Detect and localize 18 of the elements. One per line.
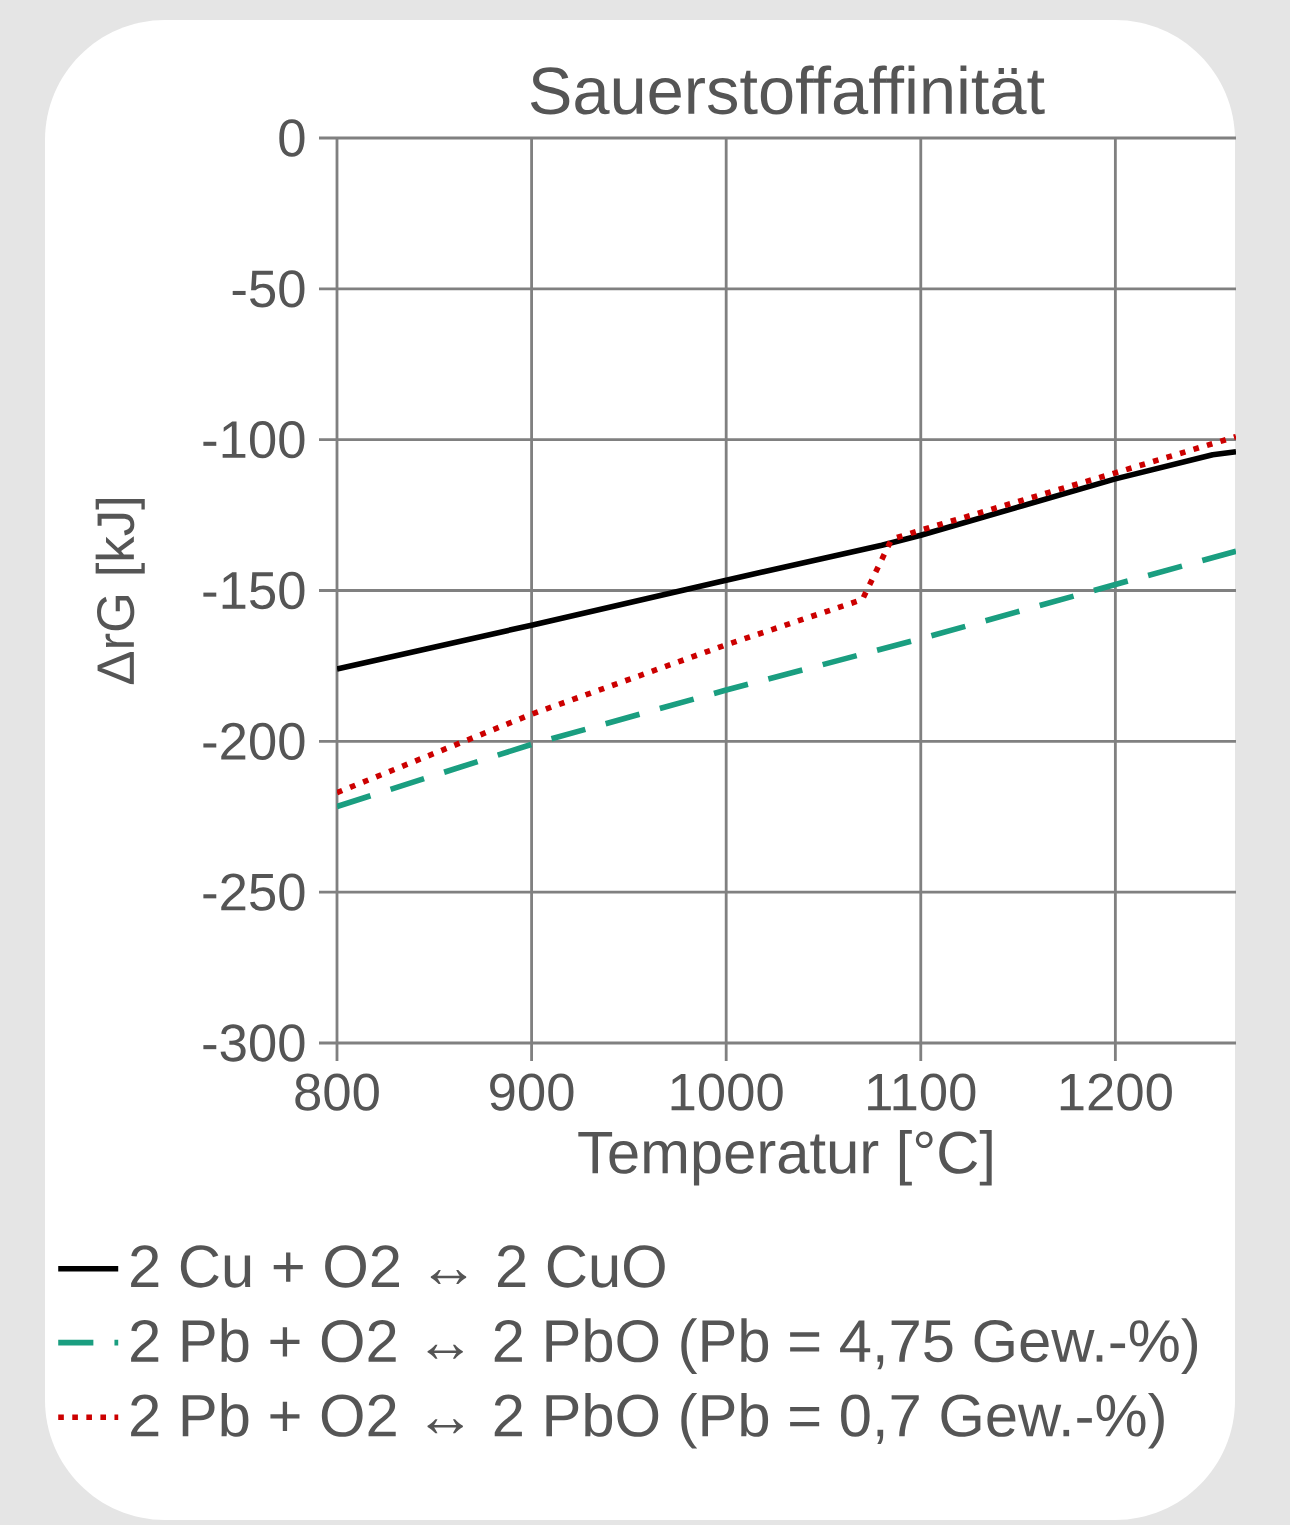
x-tick-label: 1000 xyxy=(671,1073,783,1111)
legend-label: 2 Pb + O2 ↔ 2 PbO (Pb = 4,75 Gew.-%) xyxy=(131,1318,1198,1374)
x-tick-label: 800 xyxy=(295,1073,379,1111)
x-axis-title: Temperatur [°C] xyxy=(578,1129,992,1186)
y-tick-label: -200 xyxy=(203,722,305,760)
y-tick-label: -300 xyxy=(203,1024,305,1062)
y-tick-label: -150 xyxy=(203,571,305,610)
y-tick-label: -50 xyxy=(232,270,305,308)
x-tick-label: 1100 xyxy=(868,1073,976,1111)
y-axis-title: ΔrG [kJ] xyxy=(95,499,145,685)
x-tick-label: 900 xyxy=(490,1073,574,1111)
y-tick-label: 0 xyxy=(279,119,305,157)
y-tick-label: -250 xyxy=(203,873,305,911)
y-tick-label: -100 xyxy=(203,420,305,459)
legend-label: 2 Pb + O2 ↔ 2 PbO (Pb = 0,7 Gew.-%) xyxy=(131,1393,1164,1449)
legend-label: 2 Cu + O2 ↔ 2 CuO xyxy=(131,1245,665,1288)
chart-title: Sauerstoffaffinität xyxy=(530,65,1045,115)
x-tick-label: 1200 xyxy=(1060,1073,1172,1111)
